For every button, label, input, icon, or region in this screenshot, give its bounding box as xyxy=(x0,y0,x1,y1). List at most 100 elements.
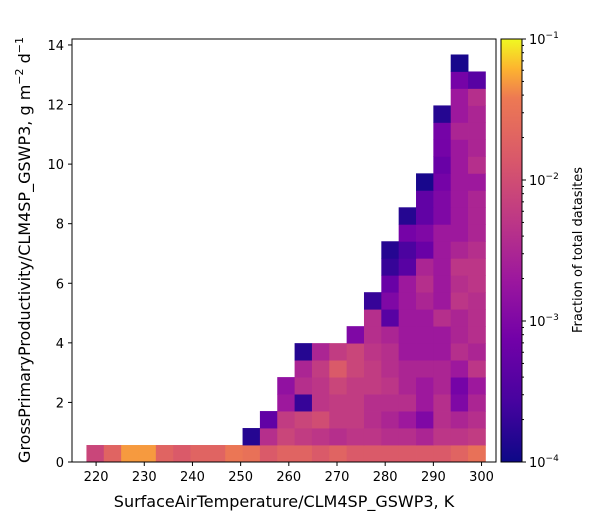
heatmap-cell xyxy=(346,360,365,378)
x-tick-label: 240 xyxy=(180,470,205,485)
heatmap-cell xyxy=(416,190,434,208)
heatmap-cell xyxy=(433,122,452,140)
heatmap-cell xyxy=(450,156,469,174)
heatmap-cell xyxy=(433,258,452,276)
heatmap-cell xyxy=(450,411,469,429)
colorbar-tick-label: 10−1 xyxy=(529,31,559,48)
heatmap-cell xyxy=(433,445,452,463)
x-tick-label: 280 xyxy=(373,470,398,485)
heatmap-cell xyxy=(450,309,469,327)
heatmap-cell xyxy=(450,275,469,293)
heatmap-cell xyxy=(381,360,400,378)
heatmap-cell xyxy=(468,275,486,293)
heatmap-cell xyxy=(398,428,417,446)
y-tick-label: 10 xyxy=(47,158,64,173)
heatmap-cell xyxy=(433,105,452,123)
heatmap-cell xyxy=(416,394,434,412)
heatmap-cell xyxy=(277,394,295,412)
x-tick-label: 290 xyxy=(421,470,446,485)
colorbar-label: Fraction of total datasites xyxy=(571,167,586,333)
heatmap-cell xyxy=(433,377,452,395)
heatmap-cell xyxy=(450,343,469,361)
colorbar-tick-label: 10−4 xyxy=(529,454,559,471)
heatmap-cell xyxy=(398,326,417,344)
heatmap-cell xyxy=(398,275,417,293)
heatmap-cell xyxy=(225,445,243,463)
heatmap-cell xyxy=(398,224,417,242)
y-axis-label-exp2: −1 xyxy=(13,37,26,53)
heatmap-cell xyxy=(311,394,330,412)
heatmap-cell xyxy=(346,411,365,429)
heatmap-cell xyxy=(416,428,434,446)
heatmap-cell xyxy=(381,309,400,327)
heatmap-cell xyxy=(346,326,365,344)
heatmap-cell xyxy=(398,445,417,463)
heatmap-cell xyxy=(416,207,434,225)
heatmap-cell xyxy=(363,411,382,429)
heatmap-cell xyxy=(242,428,261,446)
heatmap-cell xyxy=(190,445,209,463)
heatmap-cell xyxy=(433,394,452,412)
y-tick-label: 2 xyxy=(56,396,64,411)
heatmap-cell xyxy=(433,139,452,157)
heatmap-cell xyxy=(381,258,400,276)
heatmap-cell xyxy=(363,428,382,446)
heatmap-cell xyxy=(450,292,469,310)
x-axis-label: SurfaceAirTemperature/CLM4SP_GSWP3, K xyxy=(114,492,455,512)
heatmap-cell xyxy=(277,428,295,446)
y-axis-ticks: 0 2 4 6 8 10 12 14 xyxy=(47,39,72,471)
heatmap-cell xyxy=(468,292,486,310)
heatmap-cell xyxy=(433,156,452,174)
heatmap-cell xyxy=(450,88,469,106)
heatmap-cell xyxy=(138,445,157,463)
heatmap-cell xyxy=(416,258,434,276)
heatmap-cell xyxy=(450,54,469,72)
heatmap-cell xyxy=(363,309,382,327)
heatmap-cell xyxy=(363,445,382,463)
heatmap-cell xyxy=(433,360,452,378)
heatmap-cell xyxy=(329,445,348,463)
heatmap-cell xyxy=(468,411,486,429)
heatmap-cell xyxy=(398,292,417,310)
heatmap-cell xyxy=(398,360,417,378)
heatmap-cell xyxy=(294,377,313,395)
heatmap-cell xyxy=(468,343,486,361)
heatmap-cell xyxy=(329,394,348,412)
y-tick-label: 14 xyxy=(47,39,64,54)
heatmap-cell xyxy=(450,190,469,208)
heatmap-cell xyxy=(450,224,469,242)
heatmap-cell xyxy=(450,241,469,259)
heatmap-cell xyxy=(381,241,400,259)
heatmap-cell xyxy=(468,71,486,89)
heatmap-cell xyxy=(468,241,486,259)
heatmap-cell xyxy=(259,445,278,463)
heatmap-cell xyxy=(398,207,417,225)
heatmap-cell xyxy=(398,258,417,276)
heatmap-cell xyxy=(346,377,365,395)
heatmap-cell xyxy=(433,173,452,191)
heatmap-cell xyxy=(381,292,400,310)
heatmap-cell xyxy=(450,105,469,123)
heatmap-cell xyxy=(155,445,174,463)
x-tick-label: 270 xyxy=(325,470,350,485)
heatmap-cell xyxy=(433,309,452,327)
heatmap-cell xyxy=(468,258,486,276)
heatmap-cell xyxy=(433,207,452,225)
heatmap-cell xyxy=(416,309,434,327)
heatmap-cell xyxy=(311,411,330,429)
colorbar xyxy=(500,38,523,463)
heatmap-cell xyxy=(468,105,486,123)
x-tick-label: 230 xyxy=(132,470,157,485)
heatmap-cell xyxy=(416,445,434,463)
colorbar-tick-label: 10−2 xyxy=(529,172,559,189)
heatmap-cell xyxy=(468,173,486,191)
heatmap-cell xyxy=(468,394,486,412)
y-tick-label: 12 xyxy=(47,99,64,114)
heatmap-cell xyxy=(468,428,486,446)
heatmap-cell xyxy=(381,275,400,293)
heatmap-cell xyxy=(294,360,313,378)
heatmap-cell xyxy=(381,394,400,412)
heatmap-cell xyxy=(468,190,486,208)
heatmap-cell xyxy=(329,343,348,361)
